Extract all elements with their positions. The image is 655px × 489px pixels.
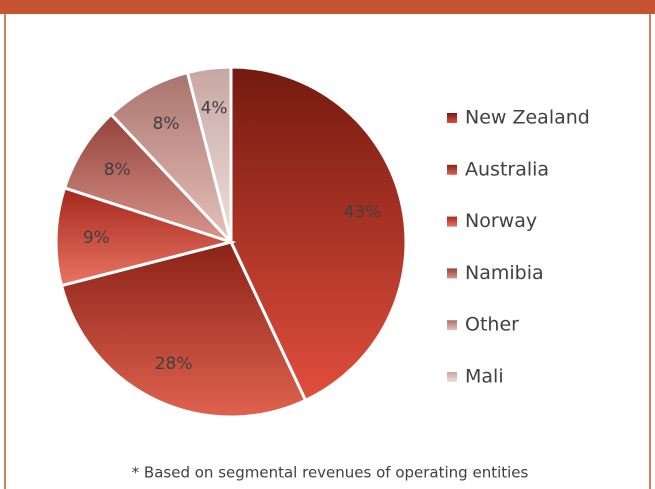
pie-slice [54,186,237,288]
footnote: * Based on segmental revenues of operati… [132,464,529,482]
data-label: 43% [344,203,382,223]
data-label: 9% [83,228,110,248]
pie-slice [59,240,308,419]
legend-swatch [447,320,457,331]
data-label: 4% [201,98,228,118]
legend-swatch [447,216,457,227]
legend-swatch [447,164,457,175]
legend-swatch [447,268,457,279]
data-label: 28% [155,354,193,374]
legend-label: Australia [465,158,549,180]
legend-swatch [447,372,457,382]
legend-label: Mali [465,366,504,388]
legend-label: Norway [465,210,537,232]
legend-swatch [447,113,457,123]
data-label: 8% [153,114,180,134]
data-label: 8% [104,160,131,180]
legend-label: Other [465,314,519,336]
legend-label: New Zealand [465,107,590,129]
pie-slice [185,65,233,243]
pie-slice [229,65,408,403]
top-bar [0,0,655,14]
legend-label: Namibia [465,262,544,284]
